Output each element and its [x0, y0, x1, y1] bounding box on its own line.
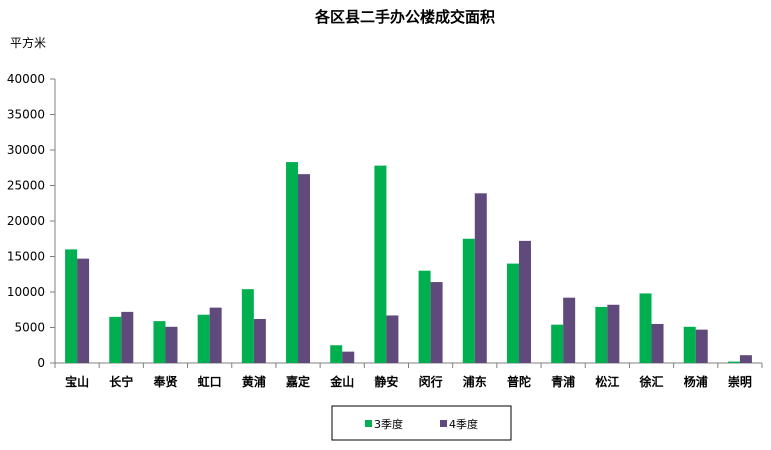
bar-金山-4季度 — [342, 351, 355, 363]
bar-闵行-3季度 — [418, 270, 431, 363]
bar-宝山-3季度 — [65, 249, 78, 363]
bar-青浦-3季度 — [551, 324, 564, 363]
bar-崇明-4季度 — [739, 355, 752, 363]
bar-长宁-3季度 — [109, 316, 122, 363]
y-tick-label: 0 — [37, 356, 45, 370]
bar-浦东-3季度 — [462, 238, 475, 363]
legend-label-3季度: 3季度 — [374, 417, 403, 431]
bar-松江-3季度 — [595, 306, 608, 363]
x-category-label: 徐汇 — [639, 374, 664, 389]
y-tick-label: 40000 — [7, 72, 45, 86]
y-tick-label: 30000 — [7, 143, 45, 157]
bar-浦东-4季度 — [474, 193, 487, 363]
x-category-label: 黄浦 — [242, 374, 266, 389]
chart-title: 各区县二手办公楼成交面积 — [314, 8, 495, 26]
x-category-label: 虹口 — [198, 374, 222, 389]
bar-奉贤-4季度 — [165, 326, 178, 363]
legend-swatch-4季度 — [440, 420, 447, 427]
legend-box — [331, 405, 512, 441]
bar-金山-3季度 — [330, 345, 343, 363]
x-category-label: 嘉定 — [285, 374, 310, 389]
bar-徐汇-4季度 — [651, 323, 664, 363]
y-tick-label: 15000 — [7, 250, 45, 264]
x-category-label: 长宁 — [109, 374, 133, 389]
bar-黄浦-3季度 — [241, 289, 254, 363]
bar-松江-4季度 — [607, 304, 620, 363]
bar-青浦-4季度 — [563, 297, 576, 363]
bar-杨浦-4季度 — [695, 329, 708, 363]
x-category-label: 松江 — [595, 374, 619, 389]
y-axis-unit-label: 平方米 — [10, 35, 46, 50]
y-tick-label: 35000 — [7, 108, 45, 122]
x-category-label: 崇明 — [728, 374, 752, 389]
y-tick-label: 5000 — [14, 321, 45, 335]
x-category-label: 奉贤 — [152, 374, 177, 389]
x-category-label: 普陀 — [507, 374, 531, 389]
bar-普陀-3季度 — [506, 263, 519, 363]
bar-静安-4季度 — [386, 315, 399, 363]
legend: 3季度 4季度 — [331, 405, 512, 441]
x-category-label: 闵行 — [419, 374, 443, 389]
bar-奉贤-3季度 — [153, 321, 166, 363]
bar-徐汇-3季度 — [639, 293, 652, 363]
bar-宝山-4季度 — [77, 258, 90, 363]
plot-area: 0 5000 10000 15000 20000 25000 30000 35000 40000… — [7, 72, 763, 389]
x-category-label: 浦东 — [463, 374, 487, 389]
bar-杨浦-3季度 — [683, 326, 696, 363]
y-tick-label: 25000 — [7, 179, 45, 193]
bar-虹口-4季度 — [209, 307, 222, 363]
bar-崇明-3季度 — [727, 361, 740, 363]
bar-普陀-4季度 — [518, 240, 531, 363]
x-category-label: 青浦 — [551, 374, 575, 389]
x-category-label: 宝山 — [65, 374, 89, 389]
y-tick-label: 20000 — [7, 214, 45, 228]
bar-虹口-3季度 — [197, 314, 210, 363]
legend-swatch-3季度 — [365, 420, 372, 427]
x-category-label: 金山 — [329, 374, 354, 389]
bar-嘉定-3季度 — [286, 162, 299, 363]
bar-闵行-4季度 — [430, 282, 443, 363]
bar-嘉定-4季度 — [298, 174, 311, 363]
x-category-label: 静安 — [374, 374, 398, 389]
bar-长宁-4季度 — [121, 311, 134, 363]
x-category-label: 杨浦 — [684, 374, 708, 389]
y-tick-label: 10000 — [7, 285, 45, 299]
legend-label-4季度: 4季度 — [449, 417, 478, 431]
bar-黄浦-4季度 — [253, 318, 266, 363]
bar-静安-3季度 — [374, 165, 387, 363]
